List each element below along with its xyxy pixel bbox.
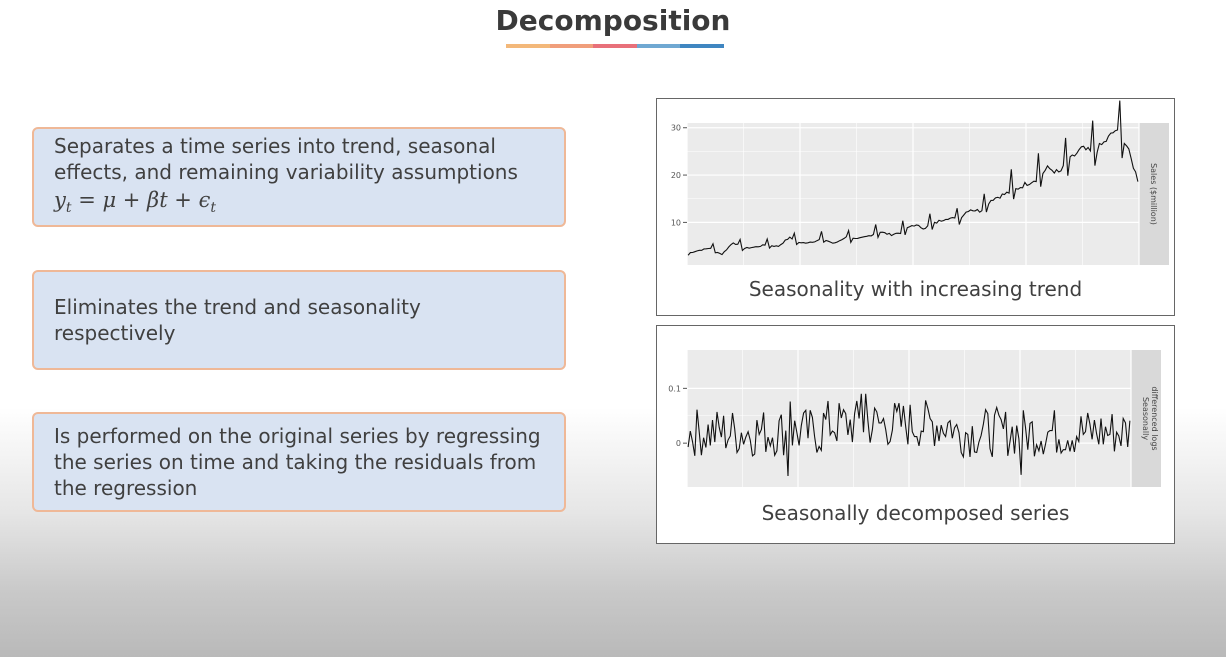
title-wrap: Decomposition	[0, 4, 1226, 43]
facet-strip	[1131, 350, 1161, 487]
underline-seg-5	[680, 44, 724, 48]
slide-title: Decomposition	[495, 4, 731, 37]
underline-seg-3	[593, 44, 637, 48]
formula-sub-t: t	[65, 200, 72, 217]
axis-label: Sales ($million)	[1149, 163, 1158, 225]
underline-seg-2	[549, 44, 594, 48]
formula-sub-t2: t	[210, 200, 216, 217]
card-eliminates: Eliminates the trend and seasonality res…	[32, 270, 566, 370]
chart-frame-decomposed: 0 0.1 Seasonally differenced logs Seasonall…	[656, 325, 1175, 544]
y-tick-label: 0	[676, 439, 681, 448]
y-tick-label: 10	[671, 218, 681, 227]
title-underline	[506, 44, 724, 48]
trend-chart: 10 20 30 Sales ($million)	[671, 100, 1169, 265]
card-separates: Separates a time series into trend, seas…	[32, 127, 566, 227]
series-line	[687, 100, 1139, 256]
chart-caption: Seasonality with increasing trend	[748, 277, 1083, 301]
underline-seg-4	[636, 44, 681, 48]
y-tick-label: 30	[671, 124, 681, 133]
card-text: Separates a time series into trend, seas…	[54, 133, 518, 184]
formula: yt = μ + βt + ϵt	[54, 187, 544, 221]
decomposed-chart: 0 0.1 Seasonally differenced logs	[668, 350, 1161, 487]
y-tick-label: 0.1	[668, 384, 681, 393]
chart-frame-trend: 10 20 30 Sales ($million) Seasonality with …	[656, 98, 1175, 316]
card-regression: Is performed on the original series by r…	[32, 412, 566, 512]
axis-label: differenced logs	[1150, 386, 1159, 450]
facet-strip	[1139, 123, 1169, 265]
formula-y: y	[54, 187, 66, 212]
chart-caption: Seasonally decomposed series	[761, 501, 1070, 525]
formula-rest: = μ + βt + ϵ	[71, 187, 211, 212]
y-tick-label: 20	[671, 171, 681, 180]
card-text: Is performed on the original series by r…	[54, 424, 541, 500]
series-line	[687, 393, 1131, 477]
axis-label: Seasonally	[1141, 397, 1150, 440]
card-text: Eliminates the trend and seasonality res…	[54, 295, 421, 345]
underline-seg-1	[506, 44, 550, 48]
